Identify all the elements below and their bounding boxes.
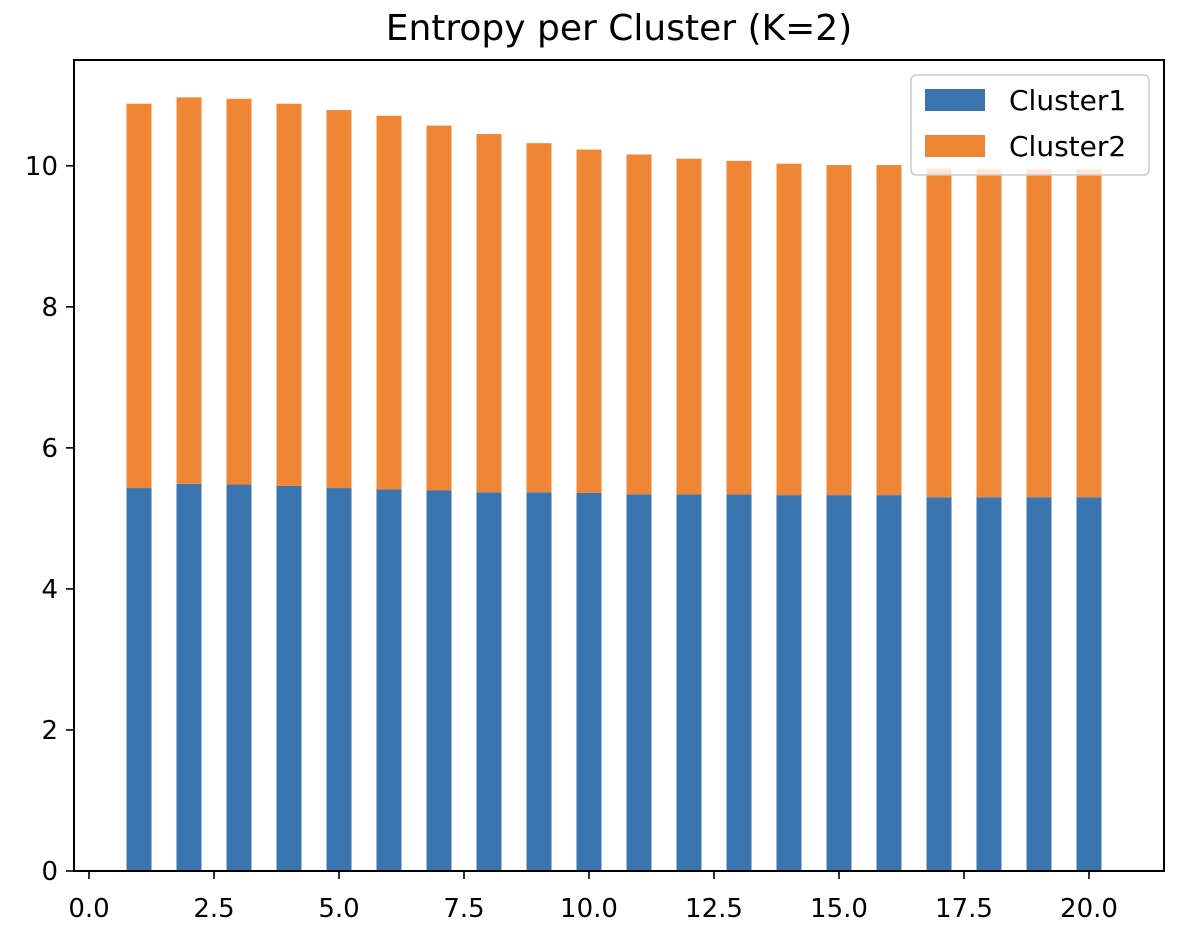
x-axis: 0.0 2.5 5.0 7.5 10.0 12.5 15.0 17.5 20.0 xyxy=(68,871,1118,924)
bar-cluster1-11 xyxy=(626,494,652,871)
legend-label-cluster1: Cluster1 xyxy=(1009,84,1126,117)
bar-cluster1-12 xyxy=(676,494,702,871)
bar-cluster2-6 xyxy=(376,115,402,490)
y-tick-label: 10 xyxy=(25,152,58,182)
bar-cluster2-12 xyxy=(676,158,702,495)
bar-cluster2-3 xyxy=(226,98,252,485)
bar-cluster2-8 xyxy=(476,134,502,493)
bar-cluster1-19 xyxy=(1026,497,1052,871)
bar-cluster1-2 xyxy=(176,483,202,871)
bar-cluster1-16 xyxy=(876,495,902,871)
legend-swatch-cluster2 xyxy=(925,135,985,157)
bar-cluster2-9 xyxy=(526,143,552,493)
bar-cluster1-14 xyxy=(776,495,802,871)
bar-cluster2-2 xyxy=(176,97,202,484)
x-tick-label: 2.5 xyxy=(193,894,234,924)
bar-cluster2-19 xyxy=(1026,169,1052,498)
bar-cluster2-4 xyxy=(276,103,302,486)
x-tick-label: 0.0 xyxy=(68,894,109,924)
bar-cluster2-14 xyxy=(776,163,802,496)
plot-frame xyxy=(73,59,1165,872)
legend-swatch-cluster1 xyxy=(925,89,985,111)
legend-label-cluster2: Cluster2 xyxy=(1009,130,1126,163)
x-tick-label: 17.5 xyxy=(935,894,993,924)
bar-cluster1-7 xyxy=(426,490,452,871)
y-tick-label: 2 xyxy=(41,716,58,746)
bar-cluster2-11 xyxy=(626,154,652,495)
x-tick-label: 5.0 xyxy=(318,894,359,924)
bar-cluster1-6 xyxy=(376,489,402,871)
x-tick-label: 15.0 xyxy=(810,894,868,924)
y-tick-label: 4 xyxy=(41,575,58,605)
bars-layer xyxy=(126,97,1102,871)
bar-cluster2-17 xyxy=(926,168,952,498)
bar-cluster2-13 xyxy=(726,160,752,495)
x-tick-label: 20.0 xyxy=(1060,894,1118,924)
bar-cluster1-17 xyxy=(926,497,952,871)
y-tick-label: 8 xyxy=(41,293,58,323)
bar-cluster1-5 xyxy=(326,488,352,871)
bar-cluster2-5 xyxy=(326,110,352,489)
bar-cluster2-7 xyxy=(426,125,452,491)
y-tick-label: 6 xyxy=(41,434,58,464)
bar-cluster1-8 xyxy=(476,492,502,871)
y-tick-label: 0 xyxy=(41,857,58,887)
bar-cluster2-18 xyxy=(976,169,1002,498)
x-tick-label: 12.5 xyxy=(685,894,743,924)
legend: Cluster1 Cluster2 xyxy=(910,74,1150,176)
bar-cluster1-18 xyxy=(976,497,1002,871)
bar-cluster2-1 xyxy=(126,103,152,489)
x-tick-label: 7.5 xyxy=(443,894,484,924)
bar-cluster2-15 xyxy=(826,165,852,496)
x-tick-label: 10.0 xyxy=(560,894,618,924)
bar-cluster1-13 xyxy=(726,494,752,871)
y-axis: 0 2 4 6 8 10 xyxy=(25,152,74,887)
bar-cluster1-9 xyxy=(526,492,552,871)
bar-cluster2-16 xyxy=(876,165,902,496)
bar-cluster1-4 xyxy=(276,485,302,871)
bar-cluster1-3 xyxy=(226,484,252,871)
bar-cluster1-20 xyxy=(1076,497,1102,871)
bar-cluster2-10 xyxy=(576,149,602,494)
bar-cluster1-15 xyxy=(826,495,852,871)
bar-cluster1-1 xyxy=(126,488,152,871)
bar-cluster2-20 xyxy=(1076,169,1102,498)
chart-title: Entropy per Cluster (K=2) xyxy=(386,8,853,49)
bar-cluster1-10 xyxy=(576,493,602,871)
